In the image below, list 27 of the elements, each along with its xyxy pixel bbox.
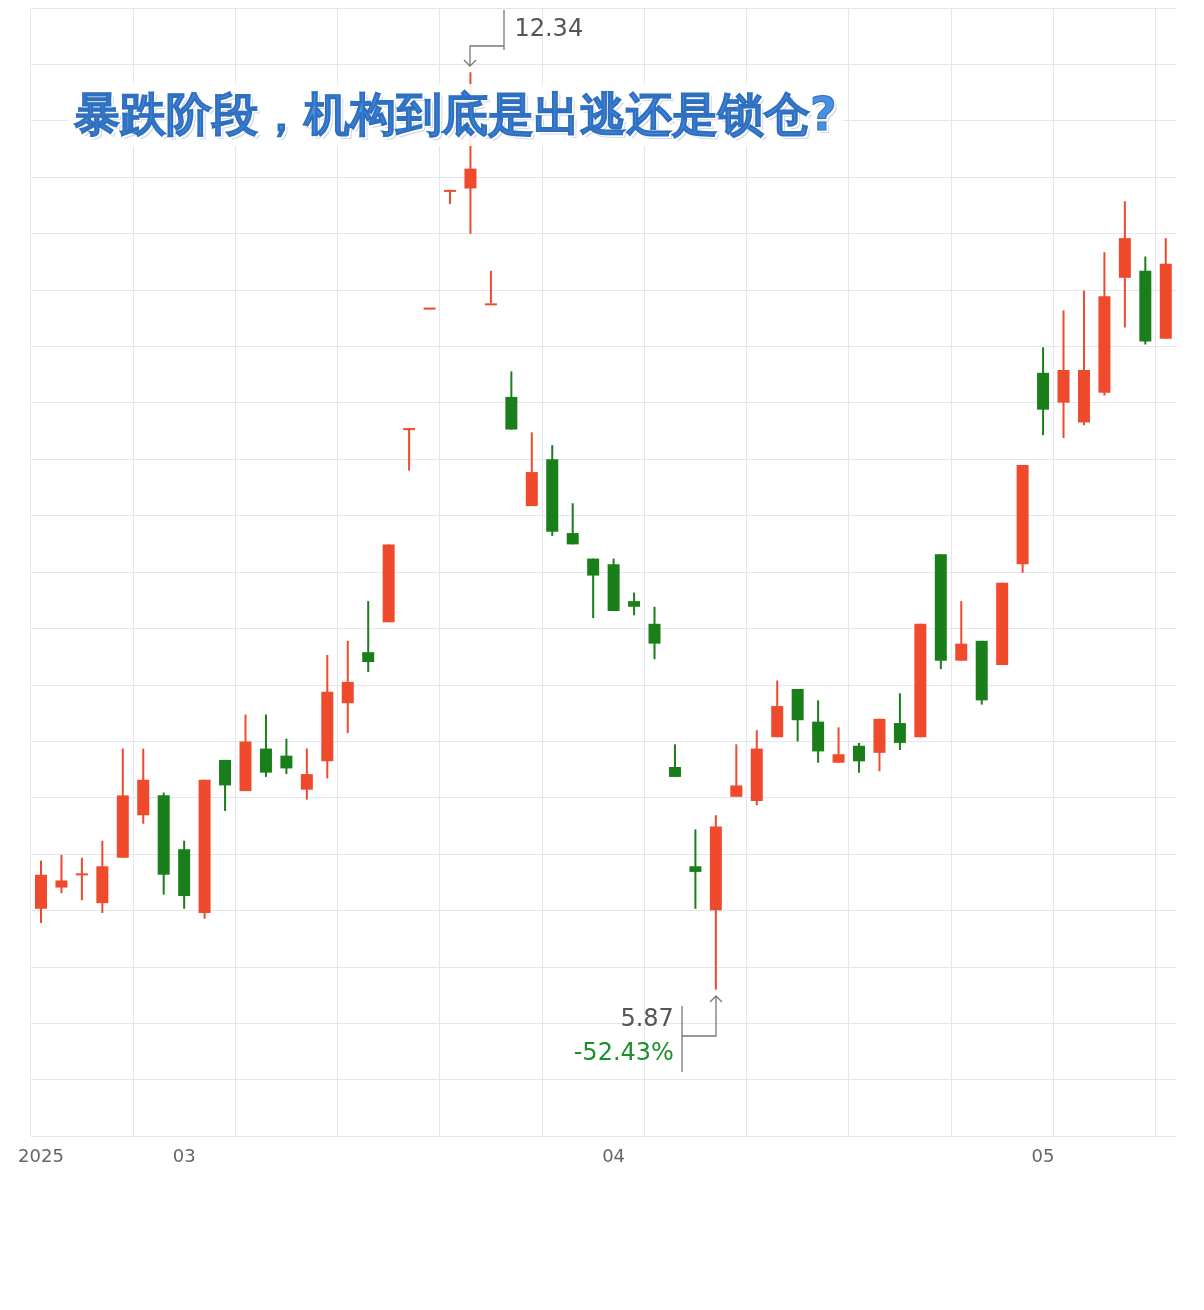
candlestick	[587, 557, 600, 620]
candlestick	[955, 600, 968, 662]
x-tick-label: 2025	[18, 1144, 64, 1166]
candlestick	[403, 427, 416, 472]
candlestick	[300, 747, 313, 801]
candlestick	[75, 856, 88, 902]
candlestick	[280, 737, 293, 776]
candlestick	[853, 741, 866, 774]
chart-title: 暴跌阶段，机构到底是出逃还是锁仓?	[68, 84, 843, 146]
x-tick-label: 03	[172, 1144, 196, 1166]
candlestick	[55, 853, 68, 895]
candlestick	[648, 605, 661, 661]
text: -52.43%	[573, 1037, 674, 1066]
candlestick	[832, 726, 845, 764]
candlestick	[668, 743, 681, 778]
x-tick-label: 04	[602, 1144, 626, 1166]
candlestick	[566, 502, 579, 546]
text: 12.34	[514, 14, 584, 43]
candlestick	[362, 600, 375, 673]
candlestick	[893, 692, 906, 751]
candlestick	[484, 269, 497, 306]
x-tick-label: 05	[1031, 1144, 1055, 1166]
candlestick	[730, 743, 743, 798]
text: 5.87	[620, 1003, 674, 1032]
candlestick	[341, 639, 354, 734]
candlestick	[628, 591, 641, 617]
candlestick	[689, 828, 702, 910]
